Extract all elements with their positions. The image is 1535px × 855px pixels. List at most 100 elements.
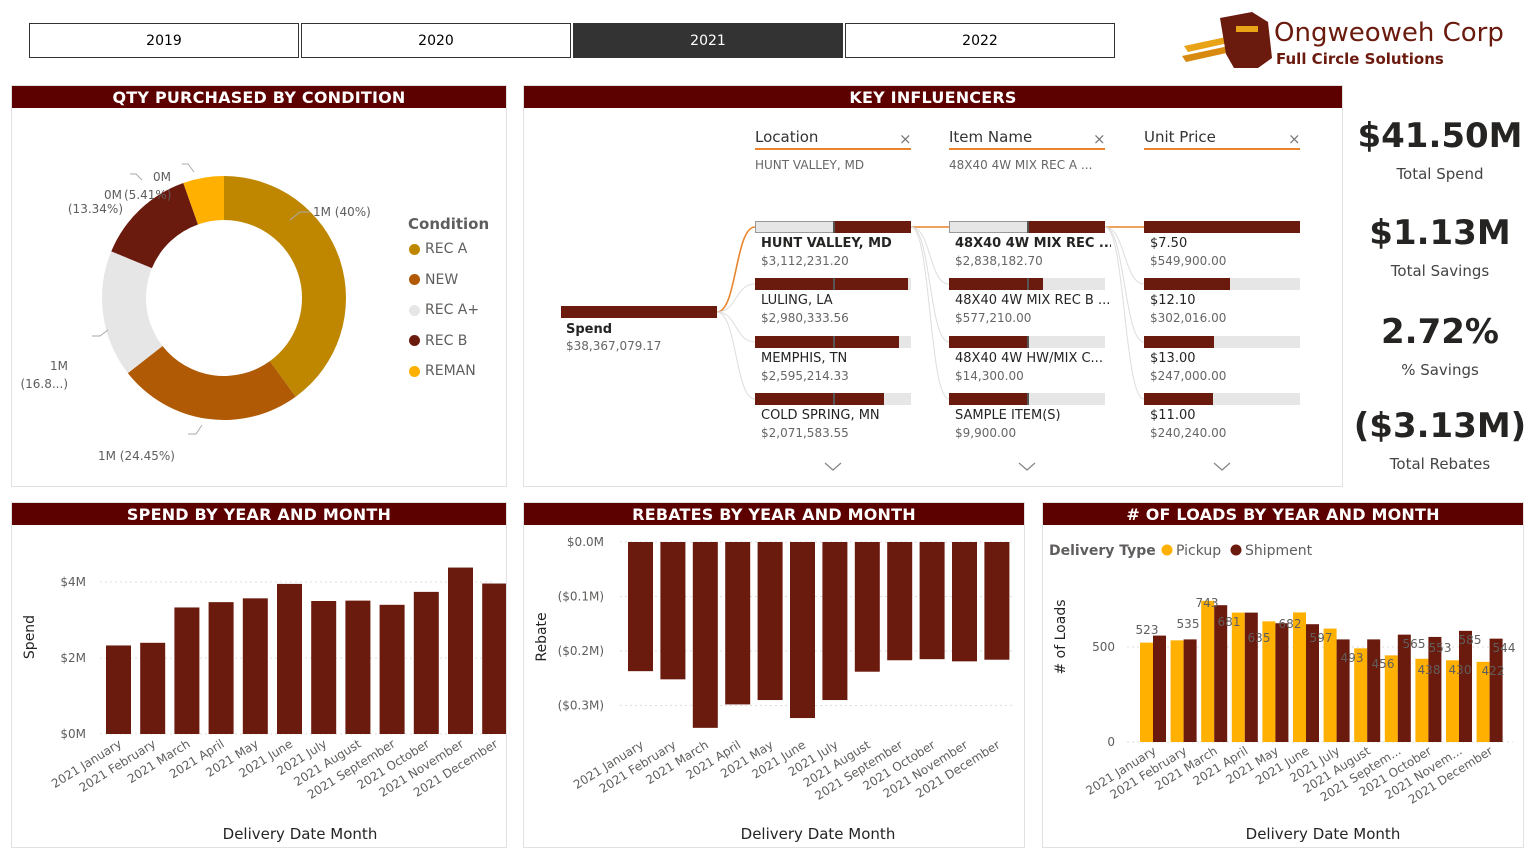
- rebate-bar[interactable]: [822, 542, 848, 701]
- shipment-bar[interactable]: [1306, 624, 1319, 742]
- ki-bar-fill[interactable]: [949, 278, 1043, 290]
- legend-item-rec-a[interactable]: REC A: [409, 241, 467, 257]
- donut-slice-reman[interactable]: [183, 176, 224, 225]
- rebate-bar[interactable]: [790, 542, 815, 719]
- ki-column-header-item-name[interactable]: Item Name: [949, 128, 1105, 150]
- rebate-bar[interactable]: [692, 542, 718, 728]
- ki-item-name[interactable]: SAMPLE ITEM(S): [955, 408, 1061, 423]
- shipment-bar[interactable]: [1153, 635, 1166, 742]
- rebate-bar[interactable]: [725, 542, 751, 705]
- legend-item-rec-b[interactable]: REC B: [409, 333, 467, 349]
- shipment-bar[interactable]: [1489, 638, 1503, 742]
- spend-bar[interactable]: [345, 600, 371, 734]
- ki-column-header-location[interactable]: Location: [755, 128, 911, 150]
- ki-item-name[interactable]: COLD SPRING, MN: [761, 408, 880, 423]
- ki-column-header-unit-price[interactable]: Unit Price: [1144, 128, 1300, 150]
- ki-item-name[interactable]: $13.00: [1150, 351, 1196, 366]
- ki-item-name[interactable]: MEMPHIS, TN: [761, 351, 848, 366]
- chevron-down-icon[interactable]: [824, 462, 842, 471]
- pickup-bar[interactable]: [1323, 628, 1337, 742]
- chevron-down-icon[interactable]: [1018, 462, 1036, 471]
- spend-bar[interactable]: [379, 604, 405, 734]
- year-2021-button[interactable]: 2021: [573, 23, 843, 58]
- shipment-bar[interactable]: [1275, 623, 1289, 742]
- rebate-bar[interactable]: [887, 542, 913, 661]
- ki-bar-fill[interactable]: [1144, 393, 1213, 405]
- spend-bar[interactable]: [448, 567, 473, 734]
- rebates-bar-chart[interactable]: $0.0M($0.1M)($0.2M)($0.3M)2021 January20…: [524, 525, 1024, 847]
- pickup-bar[interactable]: [1446, 660, 1459, 742]
- ki-item-name[interactable]: HUNT VALLEY, MD: [761, 236, 892, 251]
- ki-item-name[interactable]: 48X40 4W MIX REC B ...: [955, 293, 1111, 308]
- close-icon[interactable]: ×: [1093, 130, 1106, 148]
- ki-bar-fill[interactable]: [949, 393, 1027, 405]
- chevron-down-icon[interactable]: [1213, 462, 1231, 471]
- pickup-bar[interactable]: [1170, 640, 1184, 742]
- donut-slice-rec-b[interactable]: [111, 182, 198, 269]
- rebate-bar[interactable]: [628, 542, 653, 672]
- shipment-bar[interactable]: [1214, 605, 1228, 742]
- shipment-bar[interactable]: [1397, 634, 1411, 742]
- shipment-bar[interactable]: [1336, 639, 1350, 742]
- rebate-bar[interactable]: [984, 542, 1010, 660]
- donut-slice-rec-a-[interactable]: [102, 251, 163, 374]
- ki-bar-fill[interactable]: [1144, 278, 1230, 290]
- donut-slice-rec-a[interactable]: [224, 176, 346, 397]
- spend-bar[interactable]: [140, 642, 166, 734]
- pickup-bar[interactable]: [1201, 600, 1215, 742]
- close-icon[interactable]: ×: [899, 130, 912, 148]
- loads-bar-chart[interactable]: Delivery Type Pickup Shipment 0 500 523 535 743…: [1043, 525, 1523, 847]
- spend-bar[interactable]: [174, 607, 200, 734]
- shipment-bar[interactable]: [1183, 639, 1197, 742]
- spend-bar[interactable]: [311, 601, 337, 734]
- spend-bar[interactable]: [242, 598, 268, 734]
- shipment-bar[interactable]: [1459, 630, 1472, 742]
- pickup-bar[interactable]: [1476, 661, 1490, 742]
- ki-item-name[interactable]: $7.50: [1150, 236, 1188, 251]
- ki-item-name[interactable]: LULING, LA: [761, 293, 833, 308]
- qty-donut-chart[interactable]: 1M (40%)1M (24.45%)1M(16.8...)(13.34%)0M…: [12, 108, 506, 486]
- close-icon[interactable]: ×: [1288, 130, 1301, 148]
- pickup-bar[interactable]: [1140, 642, 1153, 742]
- pickup-bar[interactable]: [1231, 612, 1245, 742]
- ki-item-name[interactable]: $12.10: [1150, 293, 1196, 308]
- ki-bar-fill[interactable]: [755, 336, 899, 348]
- legend-item-reman[interactable]: REMAN: [409, 363, 476, 379]
- spend-root-bar[interactable]: [561, 306, 717, 318]
- spend-bar[interactable]: [208, 602, 234, 734]
- legend-item-new[interactable]: NEW: [409, 272, 458, 288]
- donut-slice-new[interactable]: [127, 346, 296, 420]
- legend-item-rec-a-[interactable]: REC A+: [409, 302, 479, 318]
- shipment-bar[interactable]: [1244, 612, 1258, 742]
- ki-item-name[interactable]: 48X40 4W HW/MIX C...: [955, 351, 1103, 366]
- rebate-bar[interactable]: [952, 542, 977, 662]
- rebate-bar[interactable]: [660, 542, 686, 680]
- legend-label-pickup[interactable]: Pickup: [1176, 543, 1221, 559]
- shipment-bar[interactable]: [1367, 639, 1381, 742]
- year-2019-button[interactable]: 2019: [29, 23, 299, 58]
- pickup-bar[interactable]: [1354, 648, 1368, 742]
- ki-bar-fill[interactable]: [755, 393, 885, 405]
- rebate-bar[interactable]: [757, 542, 783, 701]
- pickup-bar[interactable]: [1384, 655, 1398, 742]
- rebate-bar[interactable]: [854, 542, 880, 672]
- shipment-bar[interactable]: [1428, 636, 1442, 742]
- ki-bar-fill[interactable]: [1144, 221, 1300, 233]
- spend-bar[interactable]: [277, 583, 302, 734]
- pickup-bar[interactable]: [1415, 658, 1429, 742]
- ki-bar-fill[interactable]: [1027, 221, 1105, 233]
- ki-bar-fill[interactable]: [949, 336, 1027, 348]
- rebate-bar[interactable]: [919, 542, 945, 660]
- spend-bar[interactable]: [106, 645, 131, 734]
- ki-item-name[interactable]: $11.00: [1150, 408, 1196, 423]
- year-2022-button[interactable]: 2022: [845, 23, 1115, 58]
- ki-bar-fill[interactable]: [833, 221, 911, 233]
- ki-bar-fill[interactable]: [1144, 336, 1215, 348]
- spend-bar[interactable]: [413, 591, 439, 734]
- ki-bar-fill[interactable]: [755, 278, 908, 290]
- year-2020-button[interactable]: 2020: [301, 23, 571, 58]
- spend-bar[interactable]: [482, 583, 506, 734]
- legend-label-shipment[interactable]: Shipment: [1245, 543, 1313, 559]
- pickup-bar[interactable]: [1262, 621, 1276, 742]
